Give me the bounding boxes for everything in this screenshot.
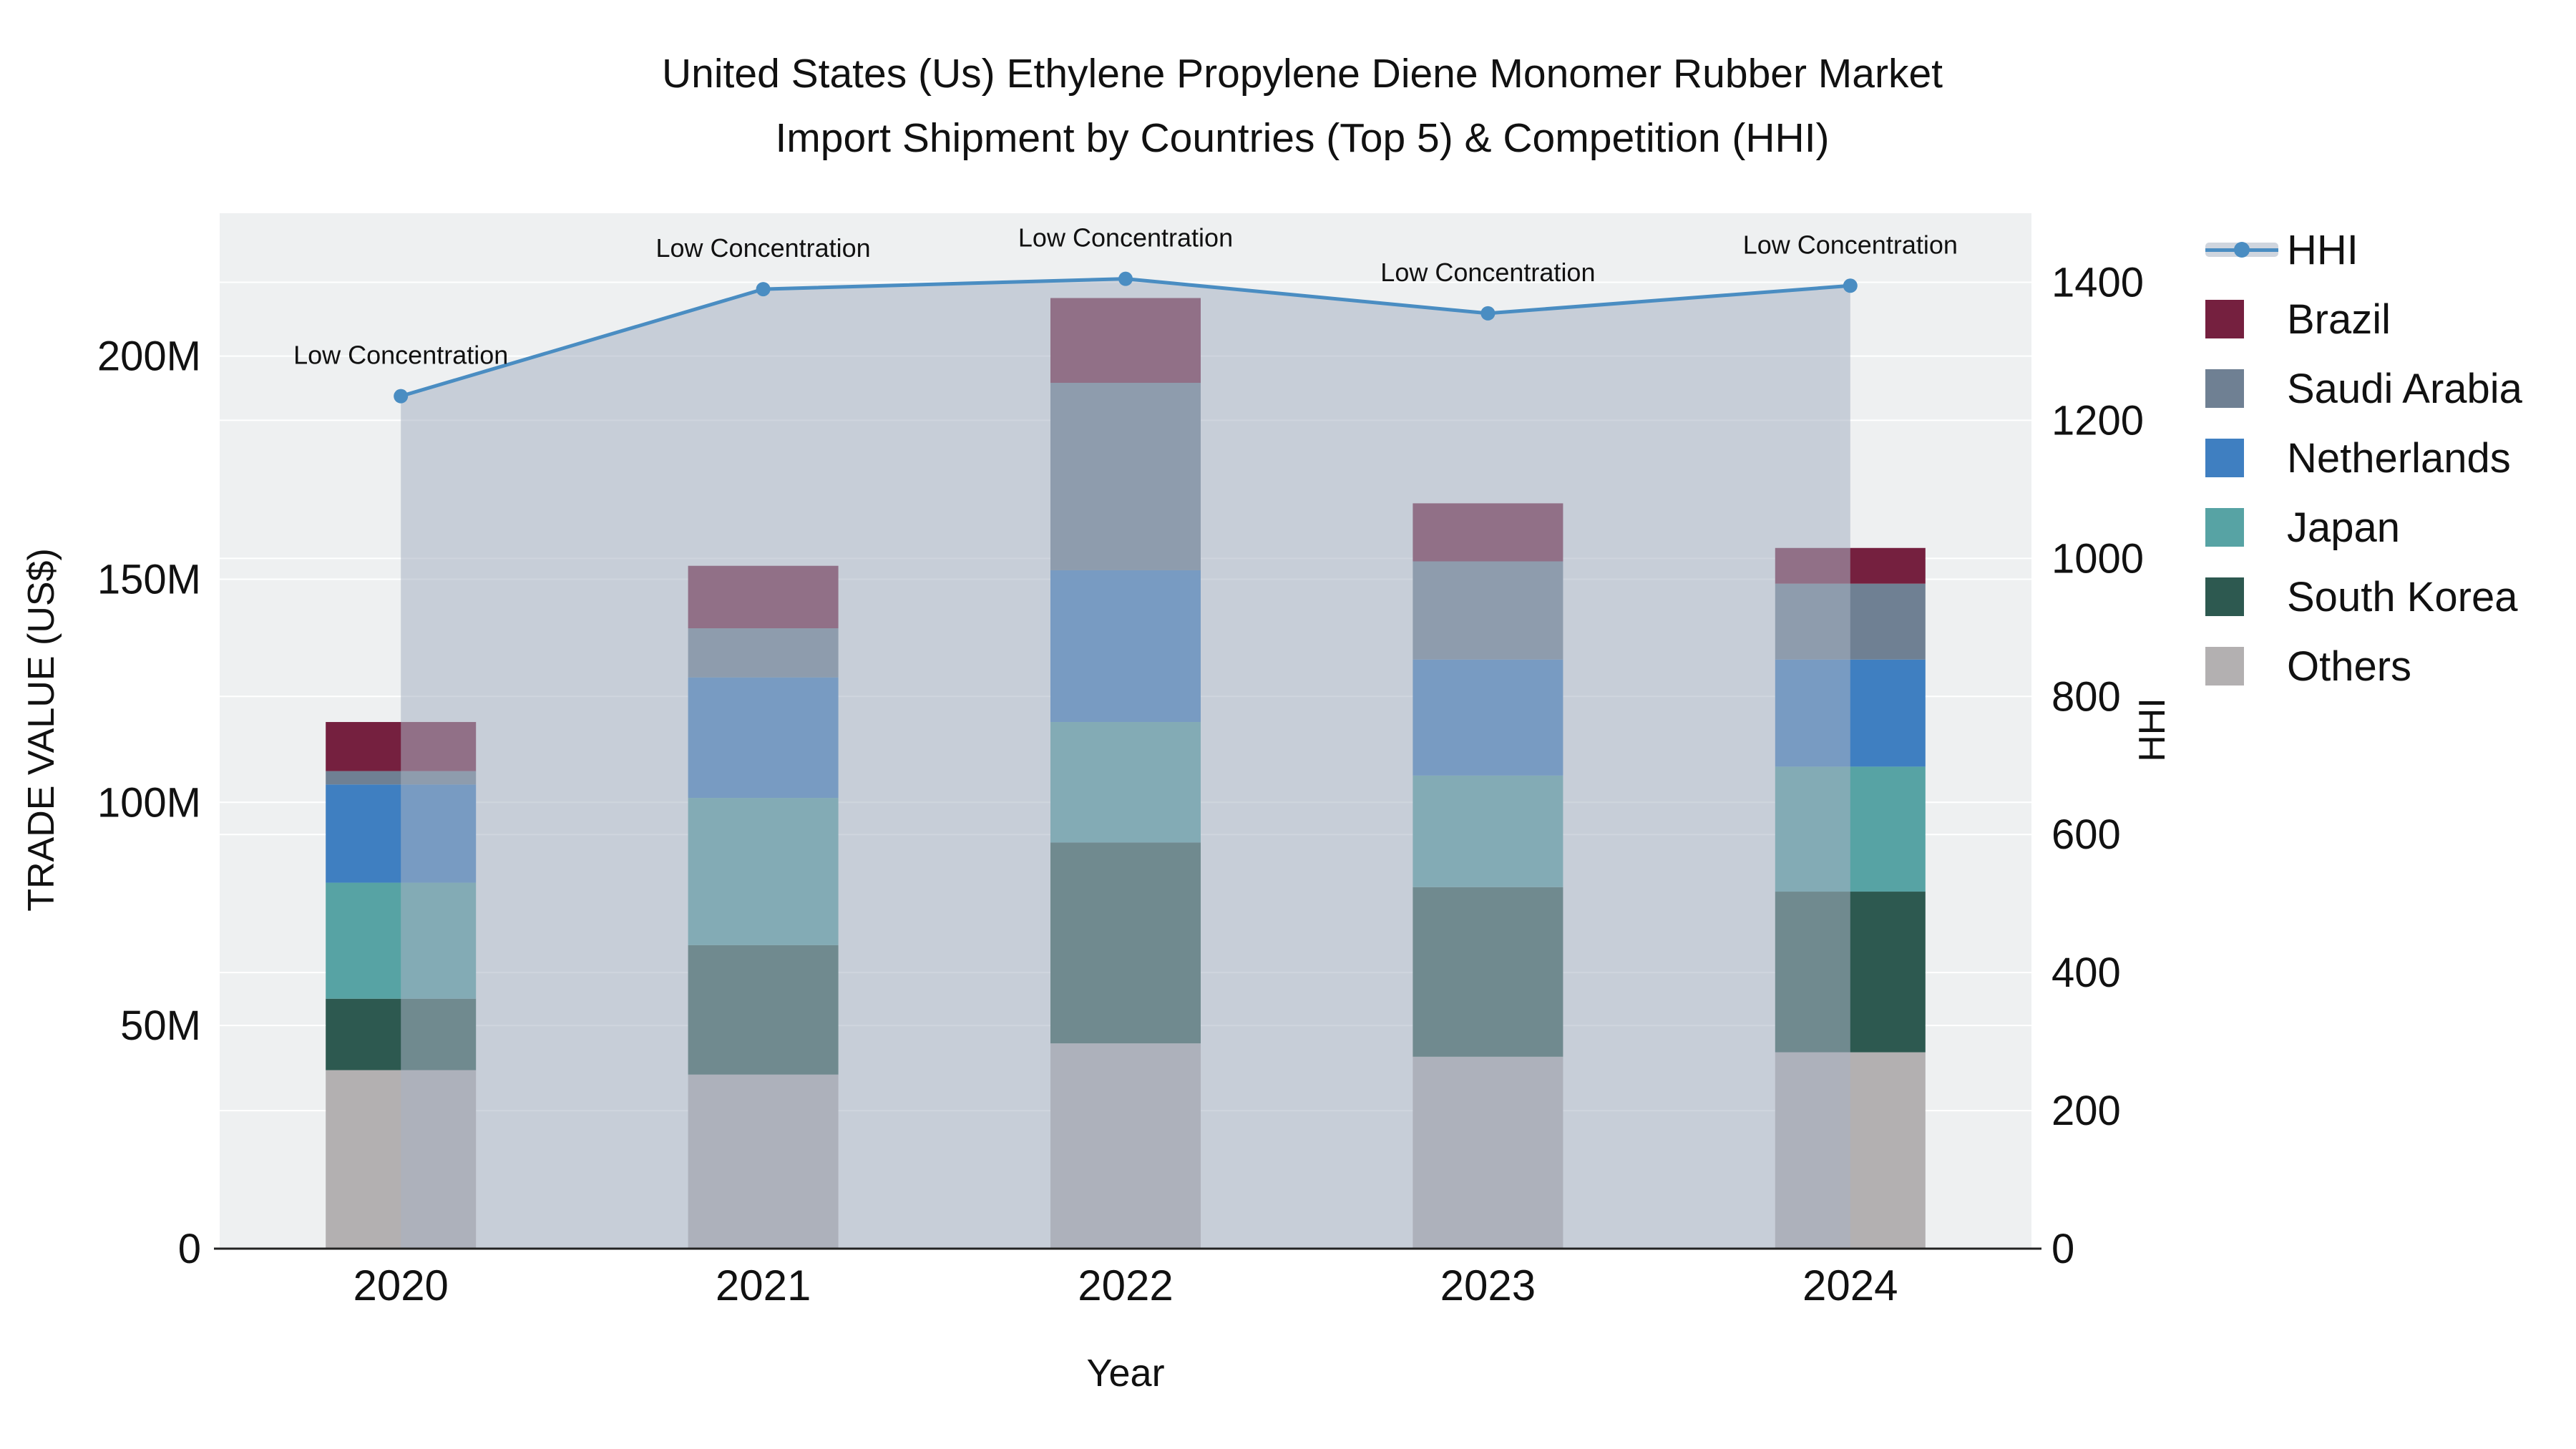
y-tick-left-100M: 100M <box>97 779 201 826</box>
hhi-legend-dot-icon <box>2234 242 2250 258</box>
x-axis-label: Year <box>1086 1352 1165 1395</box>
hhi-marker-2024 <box>1843 278 1858 293</box>
legend-label-japan: Japan <box>2287 504 2401 551</box>
y-axis-label-left: TRADE VALUE (US$) <box>21 548 62 912</box>
legend-swatch-col <box>2205 508 2287 547</box>
legend-item-japan: Japan <box>2205 504 2522 551</box>
hhi-annotation-2023: Low Concentration <box>1380 258 1595 287</box>
y-tick-right-0: 0 <box>2051 1226 2074 1272</box>
x-tick-2022: 2022 <box>1078 1262 1173 1309</box>
y-tick-right-200: 200 <box>2051 1088 2121 1134</box>
hhi-marker-2022 <box>1118 271 1133 286</box>
legend-swatch-japan <box>2205 508 2244 547</box>
legend-swatch-col <box>2205 369 2287 408</box>
hhi-marker-2020 <box>394 389 409 404</box>
legend-swatch-col <box>2205 300 2287 338</box>
hhi-line-swatch-icon <box>2205 242 2278 258</box>
chart-title-line1: United States (Us) Ethylene Propylene Di… <box>662 51 1943 97</box>
legend-label-saudi-arabia: Saudi Arabia <box>2287 365 2522 412</box>
hhi-annotation-2021: Low Concentration <box>656 233 871 263</box>
legend-label-hhi: HHI <box>2287 226 2358 273</box>
legend-item-hhi: HHI <box>2205 227 2522 273</box>
y-tick-left-0: 0 <box>178 1226 201 1272</box>
legend-item-netherlands: Netherlands <box>2205 434 2522 482</box>
y-axis-label-right: HHI <box>2132 698 2173 762</box>
legend-item-brazil: Brazil <box>2205 296 2522 343</box>
legend-swatch-netherlands <box>2205 439 2244 477</box>
legend-item-others: Others <box>2205 643 2522 690</box>
x-tick-2021: 2021 <box>716 1262 811 1309</box>
hhi-annotation-2022: Low Concentration <box>1018 223 1233 253</box>
y-tick-right-1400: 1400 <box>2051 259 2144 306</box>
y-tick-left-200M: 200M <box>97 333 201 380</box>
y-tick-right-400: 400 <box>2051 950 2121 996</box>
legend-swatch-col <box>2205 439 2287 477</box>
legend-swatch-col <box>2205 577 2287 616</box>
legend-item-south-korea: South Korea <box>2205 573 2522 620</box>
y-tick-left-50M: 50M <box>120 1002 201 1049</box>
legend-swatch-south-korea <box>2205 577 2244 616</box>
chart-title: United States (Us) Ethylene Propylene Di… <box>0 42 2576 170</box>
x-tick-2023: 2023 <box>1440 1262 1536 1309</box>
hhi-marker-2023 <box>1480 306 1496 321</box>
hhi-marker-2021 <box>756 282 771 297</box>
legend-label-brazil: Brazil <box>2287 296 2391 343</box>
hhi-annotation-2024: Low Concentration <box>1743 230 1958 259</box>
y-tick-right-600: 600 <box>2051 811 2121 858</box>
legend-label-south-korea: South Korea <box>2287 573 2518 620</box>
legend-swatch-saudi-arabia <box>2205 369 2244 408</box>
y-tick-right-800: 800 <box>2051 673 2121 720</box>
legend-item-saudi-arabia: Saudi Arabia <box>2205 366 2522 412</box>
legend-swatch-others <box>2205 647 2244 686</box>
x-tick-2020: 2020 <box>353 1262 448 1309</box>
hhi-area <box>401 278 1850 1249</box>
legend-label-netherlands: Netherlands <box>2287 434 2511 482</box>
y-tick-right-1000: 1000 <box>2051 535 2144 582</box>
legend: HHI Brazil Saudi Arabia Netherlands Japan Sou… <box>2205 227 2522 690</box>
legend-swatch-brazil <box>2205 300 2244 338</box>
y-tick-left-150M: 150M <box>97 556 201 602</box>
legend-swatch-col <box>2205 242 2287 258</box>
x-tick-2024: 2024 <box>1802 1262 1898 1309</box>
legend-swatch-col <box>2205 647 2287 686</box>
hhi-annotation-2020: Low Concentration <box>293 341 508 370</box>
legend-label-others: Others <box>2287 643 2412 690</box>
y-tick-right-1200: 1200 <box>2051 397 2144 444</box>
chart-title-line2: Import Shipment by Countries (Top 5) & C… <box>775 115 1830 161</box>
